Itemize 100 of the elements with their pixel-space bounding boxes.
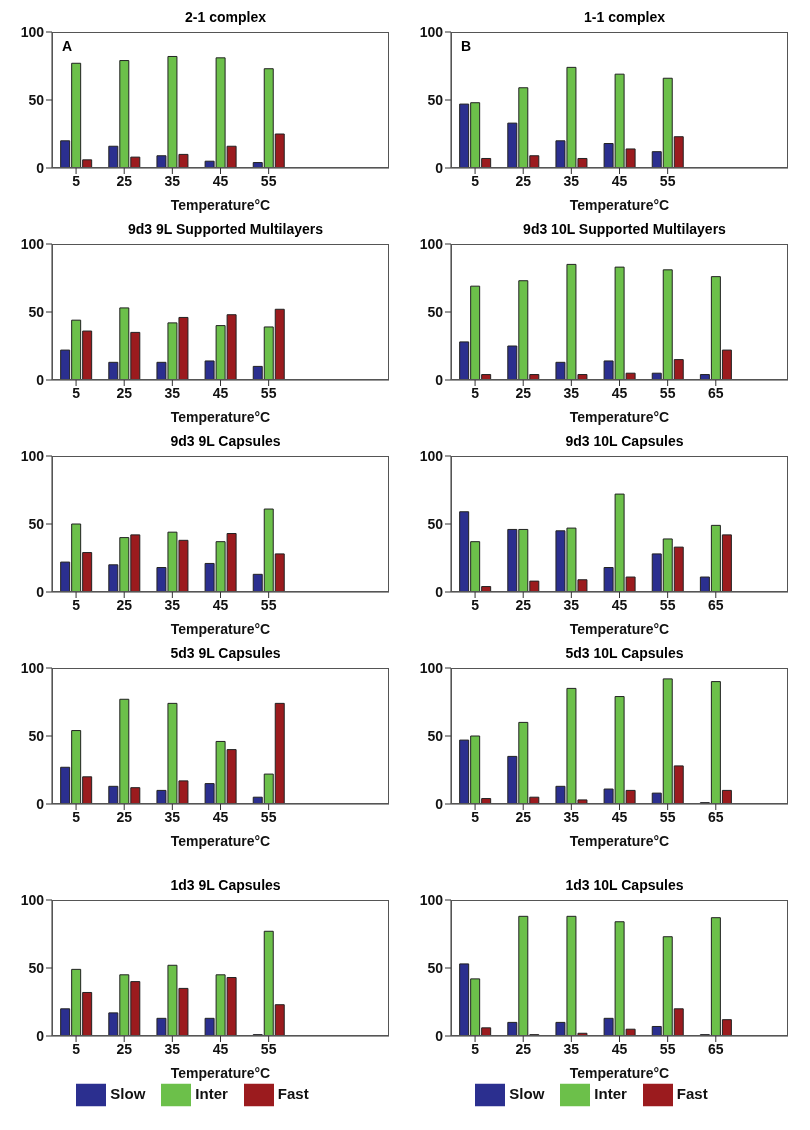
x-tick-label: 65 [708,596,724,613]
y-tick-label: 100 [20,659,45,676]
x-tick-label: 45 [212,808,229,825]
x-tick-label: 5 [471,808,480,825]
x-tick-label: 35 [164,596,181,613]
y-tick-label: 100 [20,447,45,464]
x-tick-label: 25 [515,384,532,401]
x-tick-label: 55 [659,596,676,613]
y-tick-label: 50 [28,727,45,744]
x-tick-label: 5 [72,384,81,401]
x-axis-title: Temperature°C [170,1065,271,1081]
x-tick-label: 55 [659,172,676,189]
y-tick-label: 100 [419,235,444,252]
y-tick-label: 50 [28,959,45,976]
legend-label: Fast [676,1084,708,1102]
y-tick-label: 0 [435,371,444,388]
chart-title: 5d3 10L Capsules [565,645,684,661]
x-tick-label: 45 [611,596,628,613]
x-tick-label: 45 [212,596,229,613]
y-tick-label: 50 [28,91,45,108]
x-tick-label: 45 [611,1040,628,1057]
x-tick-label: 65 [708,384,724,401]
x-tick-label: 65 [708,808,724,825]
x-tick-label: 55 [659,1040,676,1057]
x-tick-label: 25 [116,384,133,401]
chart-title: 1-1 complex [584,9,665,25]
x-tick-label: 5 [72,596,81,613]
x-tick-label: 25 [515,172,532,189]
x-tick-label: 25 [116,596,133,613]
x-tick-label: 25 [515,596,532,613]
y-tick-label: 0 [435,1027,444,1044]
x-tick-label: 35 [164,172,181,189]
x-tick-label: 35 [563,384,580,401]
y-tick-label: 0 [435,583,444,600]
legend-label: Inter [195,1084,228,1102]
x-tick-label: 55 [260,1040,277,1057]
x-axis-title: Temperature°C [569,409,670,425]
y-tick-label: 100 [419,659,444,676]
x-tick-label: 35 [563,1040,580,1057]
y-tick-label: 100 [20,235,45,252]
chart-title: 1d3 10L Capsules [565,877,684,893]
x-tick-label: 35 [563,172,580,189]
x-tick-label: 45 [611,384,628,401]
y-tick-label: 50 [28,303,45,320]
y-tick-label: 50 [427,515,444,532]
x-tick-label: 35 [164,1040,181,1057]
x-tick-label: 55 [659,808,676,825]
x-tick-label: 5 [72,1040,81,1057]
x-tick-label: 55 [260,596,277,613]
legend-label: Slow [110,1084,146,1102]
x-axis-title: Temperature°C [569,1065,670,1081]
y-tick-label: 0 [36,583,45,600]
legend-label: Slow [509,1084,545,1102]
annotation: B [461,38,472,54]
y-tick-label: 0 [36,371,45,388]
y-tick-label: 0 [435,159,444,176]
annotation: A [62,38,73,54]
x-tick-label: 25 [515,808,532,825]
y-tick-label: 50 [427,727,444,744]
x-tick-label: 35 [164,384,181,401]
chart-title: 5d3 9L Capsules [170,645,281,661]
x-tick-label: 5 [72,172,81,189]
x-tick-label: 25 [515,1040,532,1057]
chart-title: 2-1 complex [185,9,266,25]
legend-label: Inter [594,1084,627,1102]
x-tick-label: 25 [116,1040,133,1057]
y-tick-label: 100 [419,23,444,40]
chart-title: 9d3 9L Capsules [170,433,281,449]
x-tick-label: 5 [471,172,480,189]
y-tick-label: 100 [20,23,45,40]
x-tick-label: 25 [116,172,133,189]
x-tick-label: 35 [563,596,580,613]
x-tick-label: 35 [563,808,580,825]
x-tick-label: 55 [260,384,277,401]
x-axis-title: Temperature°C [170,409,271,425]
y-tick-label: 100 [20,891,45,908]
x-axis-title: Temperature°C [170,197,271,213]
x-axis-title: Temperature°C [170,833,271,849]
legend-label: Fast [277,1084,309,1102]
y-tick-label: 0 [36,1027,45,1044]
x-tick-label: 55 [260,172,277,189]
x-tick-label: 45 [611,808,628,825]
x-tick-label: 25 [116,808,133,825]
chart-title: 1d3 9L Capsules [170,877,281,893]
chart-title: 9d3 10L Supported Multilayers [523,221,726,237]
x-tick-label: 45 [212,1040,229,1057]
y-tick-label: 100 [419,891,444,908]
y-tick-label: 50 [427,303,444,320]
x-tick-label: 35 [164,808,181,825]
x-axis-title: Temperature°C [569,833,670,849]
x-tick-label: 5 [72,808,81,825]
x-tick-label: 5 [471,384,480,401]
y-tick-label: 50 [28,515,45,532]
y-tick-label: 100 [419,447,444,464]
x-tick-label: 55 [659,384,676,401]
x-tick-label: 55 [260,808,277,825]
x-tick-label: 5 [471,596,480,613]
y-tick-label: 50 [427,959,444,976]
x-axis-title: Temperature°C [170,621,271,637]
x-tick-label: 45 [611,172,628,189]
